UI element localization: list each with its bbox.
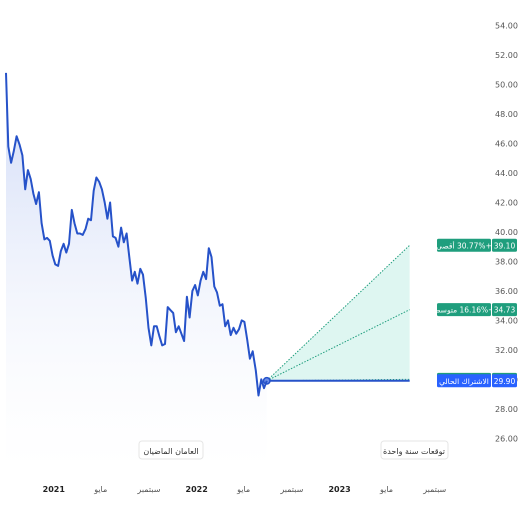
history-period-box — [138, 440, 204, 460]
forecast-label-current: الاشتراك الحالي 29.90 — [437, 374, 517, 388]
forecast-label-text: +30.77% أقصى — [436, 240, 492, 250]
y-tick-label: 50.00 — [495, 81, 518, 90]
forecast-average-line — [266, 309, 410, 382]
x-tick-label: سبتمبر — [136, 485, 160, 494]
forecast-range-band — [266, 245, 410, 381]
forecast-band — [262, 244, 410, 385]
forecast-label-text: الاشتراك الحالي — [439, 377, 489, 386]
x-tick-label: مايو — [93, 485, 107, 494]
x-tick-label: 2022 — [186, 485, 208, 494]
forecast-value-text: 29.90 — [494, 377, 516, 386]
forecast-value-text: 39.10 — [494, 241, 516, 250]
y-tick-label: 44.00 — [495, 169, 518, 178]
forecast-label-high: +30.77% أقصى 39.10 — [436, 238, 517, 252]
x-tick-label: مايو — [379, 485, 393, 494]
y-tick-label: 52.00 — [495, 51, 518, 60]
y-tick-label: 34.00 — [495, 316, 518, 325]
y-tick-label: 26.00 — [495, 434, 518, 443]
x-tick-label: 2021 — [43, 485, 66, 494]
x-tick-label: سبتمبر — [279, 485, 303, 494]
forecast-value-bg — [492, 374, 517, 388]
y-tick-label: 36.00 — [495, 287, 518, 296]
x-tick-label: مايو — [236, 485, 250, 494]
history-area — [6, 72, 267, 471]
x-tick-label: سبتمبر — [422, 485, 446, 494]
y-tick-label: 54.00 — [495, 22, 518, 31]
forecast-label-bg — [437, 303, 491, 317]
forecast-period-box — [380, 440, 449, 460]
y-tick-label: 40.00 — [495, 228, 518, 237]
y-tick-label: 46.00 — [495, 140, 518, 149]
period-labels: العامان الماضيان توقعات سنة واحدة — [138, 440, 449, 460]
x-axis: 2021 مايو سبتمبر 2022 مايو سبتمبر 2023 مايو سبتم… — [43, 485, 447, 494]
history-line — [5, 72, 268, 397]
forecast-value-text: 34.73 — [494, 306, 516, 315]
y-tick-label: 48.00 — [495, 110, 518, 119]
forecast-period-label: توقعات سنة واحدة — [383, 447, 445, 456]
history-area-fill — [6, 72, 267, 471]
forecast-label-bg — [437, 374, 491, 388]
x-tick-label: 2023 — [328, 485, 350, 494]
forecast-label-average: +16.16% متوسط 34.73 — [434, 303, 517, 317]
forecast-value-bg — [492, 303, 517, 317]
forecast-value-bg — [492, 238, 517, 252]
history-period-label: العامان الماضيان — [143, 447, 198, 456]
forecast-label-bg — [437, 238, 491, 252]
y-tick-label: 38.00 — [495, 257, 518, 266]
y-tick-label: 42.00 — [495, 199, 518, 208]
y-tick-label: 28.00 — [495, 405, 518, 414]
forecast-label-text: +16.16% متوسط — [434, 306, 495, 315]
price-series-line — [5, 72, 268, 397]
y-tick-label: 32.00 — [495, 346, 518, 355]
